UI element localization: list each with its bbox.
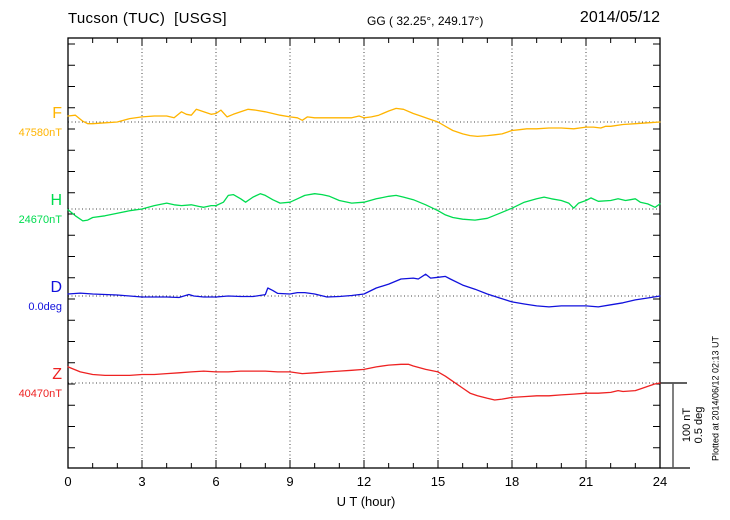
trace-H <box>67 193 661 222</box>
trace-F <box>67 107 661 138</box>
x-tick-label: 9 <box>286 474 294 489</box>
plotted-at-note: Plotted at 2014/06/12 02:13 UT <box>710 335 721 462</box>
baseline-value-D: 0.0deg <box>28 301 62 313</box>
plot-date: 2014/05/12 <box>579 9 660 26</box>
trace-label-F: F <box>52 105 62 122</box>
x-tick-label: 12 <box>356 474 372 489</box>
x-tick-label: 6 <box>212 474 220 489</box>
station-title: Tucson (TUC) [USGS] <box>68 10 227 27</box>
trace-label-Z: Z <box>52 366 62 383</box>
x-tick-label: 24 <box>652 474 668 489</box>
x-tick-label: 15 <box>430 474 446 489</box>
x-axis-label: U T (hour) <box>336 494 396 509</box>
x-tick-label: 18 <box>504 474 520 489</box>
baseline-value-Z: 40470nT <box>18 388 62 400</box>
scale-bar-deg-label: 0.5 deg <box>693 406 705 444</box>
baseline-value-H: 24670nT <box>18 214 62 226</box>
trace-label-H: H <box>50 192 62 209</box>
plot-frame <box>67 37 661 469</box>
x-tick-label: 0 <box>64 474 72 489</box>
baseline-value-F: 47580nT <box>18 127 62 139</box>
x-tick-label: 21 <box>578 474 594 489</box>
trace-label-D: D <box>50 279 62 296</box>
trace-Z <box>67 363 661 401</box>
trace-D <box>67 273 661 308</box>
geographic-coords: GG ( 32.25°, 249.17°) <box>367 14 484 28</box>
scale-bar-nt-label: 100 nT <box>681 407 693 443</box>
x-tick-label: 3 <box>138 474 146 489</box>
